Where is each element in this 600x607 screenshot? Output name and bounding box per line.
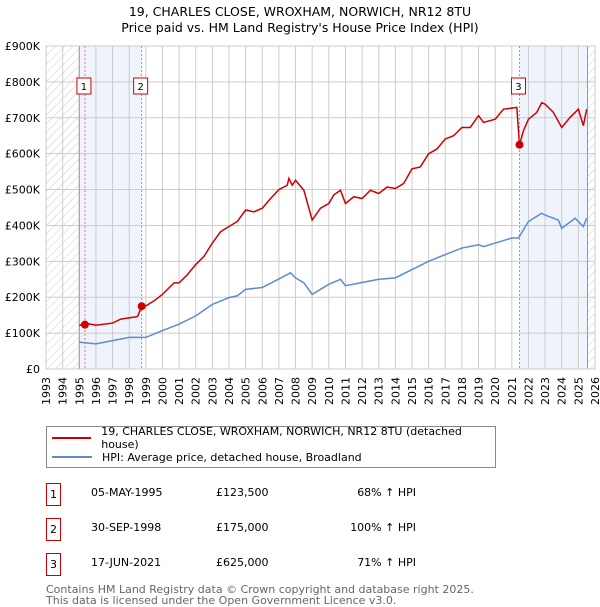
x-tick-label: 2016 [423,377,436,405]
x-tick-label: 2017 [439,377,452,405]
y-tick-label: £800K [5,76,41,89]
x-tick-label: 2007 [273,377,286,405]
x-tick-label: 2003 [206,377,219,405]
shaded-period-1 [79,46,142,369]
chart-title: 19, CHARLES CLOSE, WROXHAM, NORWICH, NR1… [128,4,472,19]
sale-date: 05-MAY-1995 [91,486,163,499]
y-tick-label: £600K [5,148,41,161]
legend-label: 19, CHARLES CLOSE, WROXHAM, NORWICH, NR1… [101,425,462,451]
sale-point [80,320,89,329]
sale-date: 30-SEP-1998 [91,521,162,534]
x-tick-label: 2023 [539,377,552,405]
property-price-line [78,101,588,327]
sale-price: £123,500 [216,486,269,499]
x-tick-label: 1994 [57,377,70,405]
legend-item-hpi: HPI: Average price, detached house, Broa… [52,449,362,465]
sale-label: 3 [515,82,521,93]
plot-border [45,45,596,370]
x-tick-label: 1995 [73,377,86,405]
x-tick-label: 2026 [589,377,600,405]
y-tick-label: £400K [5,219,41,232]
x-tick-label: 2006 [256,377,269,405]
y-tick-label: £900K [5,40,41,53]
hpi-line [79,212,588,345]
legend-swatch-blue [52,456,92,458]
sale-price: £175,000 [216,521,269,534]
x-tick-label: 1996 [90,377,103,405]
x-tick-label: 2010 [323,377,336,405]
legend-item-property: 19, CHARLES CLOSE, WROXHAM, NORWICH, NR1… [52,425,495,451]
y-tick-label: £100K [5,327,41,340]
sale-label: 2 [137,82,143,93]
x-tick-label: 2009 [306,377,319,405]
x-tick-label: 2011 [339,377,352,405]
x-tick-label: 2024 [556,377,569,405]
x-tick-label: 2018 [456,377,469,405]
footer-line-2: This data is licensed under the Open Gov… [46,594,397,607]
x-tick-label: 2004 [223,377,236,405]
x-tick-label: 2014 [389,377,402,405]
sale-hpi-change: 68% ↑ HPI [357,486,416,499]
sale-label-box [133,77,149,95]
x-tick-label: 2022 [522,377,535,405]
sale-hpi-change: 71% ↑ HPI [357,556,416,569]
sale-row: 3 17-JUN-2021 £625,000 71% ↑ HPI [46,553,446,576]
sale-hpi-change: 100% ↑ HPI [350,521,416,534]
x-tick-label: 1998 [123,377,136,405]
x-tick-label: 2002 [190,377,203,405]
sale-point [515,140,524,149]
x-tick-label: 2000 [156,377,169,405]
legend-swatch-red [52,437,92,439]
x-tick-label: 2025 [572,377,585,405]
x-tick-label: 2012 [356,377,369,405]
x-tick-label: 2001 [173,377,186,405]
price-chart: 1 2 3 1993 1994 1995 1996 1997 1998 1999 2000 2001 2… [5,40,600,405]
x-tick-label: 2019 [473,377,486,405]
y-tick-label: £700K [5,112,41,125]
sale-price: £625,000 [216,556,269,569]
x-tick-label: 2013 [373,377,386,405]
y-tick-label: £500K [5,184,41,197]
sale-date: 17-JUN-2021 [91,556,162,569]
sale-row: 2 30-SEP-1998 £175,000 100% ↑ HPI [46,518,446,541]
hatched-region-after-data [587,46,595,369]
x-tick-label: 2008 [290,377,303,405]
y-tick-label: £300K [5,255,41,268]
shaded-period-2 [519,46,588,369]
x-tick-label: 2020 [489,377,502,405]
x-tick-label: 2015 [406,377,419,405]
y-tick-label: £200K [5,291,41,304]
sale-label-box [510,77,526,95]
sale-number-badge: 3 [46,553,61,576]
x-tick-label: 2005 [240,377,253,405]
legend-label: HPI: Average price, detached house, Broa… [102,450,362,464]
sale-label-box [76,77,92,95]
x-tick-label: 2021 [506,377,519,405]
sale-number-badge: 1 [46,483,61,506]
x-tick-label: 1997 [107,377,120,405]
sale-point [137,302,146,311]
x-tick-label: 1993 [40,377,53,405]
y-tick-label: £0 [26,363,40,376]
sale-number-badge: 2 [46,518,61,541]
sale-row: 1 05-MAY-1995 £123,500 68% ↑ HPI [46,483,446,506]
chart-legend: 19, CHARLES CLOSE, WROXHAM, NORWICH, NR1… [46,425,496,468]
x-tick-label: 1999 [140,377,153,405]
chart-subtitle: Price paid vs. HM Land Registry's House … [121,20,479,35]
sale-label: 1 [81,82,87,93]
